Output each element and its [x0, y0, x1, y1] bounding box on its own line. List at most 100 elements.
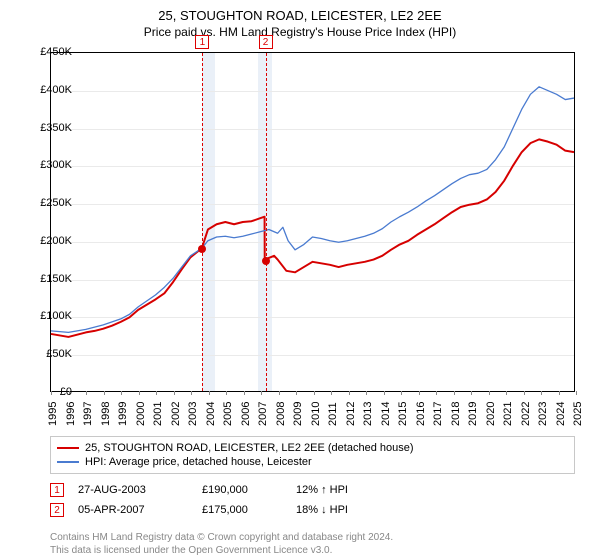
line-svg [51, 53, 574, 391]
x-tick [226, 391, 227, 395]
x-axis-label: 2021 [502, 402, 514, 426]
sale-marker: 2 [50, 503, 64, 517]
x-axis-label: 2016 [415, 402, 427, 426]
footer-line-1: Contains HM Land Registry data © Crown c… [50, 532, 575, 545]
event-marker-label: 2 [259, 35, 273, 49]
x-axis-label: 2018 [450, 402, 462, 426]
series-property [51, 139, 574, 337]
x-tick [349, 391, 350, 395]
legend-label: 25, STOUGHTON ROAD, LEICESTER, LE2 2EE (… [85, 442, 414, 454]
x-tick [384, 391, 385, 395]
x-tick [331, 391, 332, 395]
x-axis-label: 2024 [555, 402, 567, 426]
sale-hpi: 12% ↑ HPI [296, 484, 386, 496]
sale-row: 2 05-APR-2007 £175,000 18% ↓ HPI [50, 500, 575, 520]
legend-item: 25, STOUGHTON ROAD, LEICESTER, LE2 2EE (… [57, 441, 568, 455]
legend-swatch [57, 461, 79, 463]
x-axis-label: 2020 [485, 402, 497, 426]
x-axis-label: 2001 [152, 402, 164, 426]
sale-price: £175,000 [202, 504, 282, 516]
x-axis-label: 2017 [432, 402, 444, 426]
sale-marker: 1 [50, 483, 64, 497]
x-axis-label: 2007 [257, 402, 269, 426]
x-axis-label: 2005 [222, 402, 234, 426]
event-marker-label: 1 [195, 35, 209, 49]
x-tick [244, 391, 245, 395]
x-tick [489, 391, 490, 395]
x-tick [314, 391, 315, 395]
x-tick [454, 391, 455, 395]
x-tick [174, 391, 175, 395]
x-tick [524, 391, 525, 395]
x-axis-label: 2015 [397, 402, 409, 426]
chart-plot-area: 12 [50, 52, 575, 392]
x-axis-label: 2011 [327, 402, 339, 426]
x-axis-label: 1998 [100, 402, 112, 426]
legend-box: 25, STOUGHTON ROAD, LEICESTER, LE2 2EE (… [50, 436, 575, 474]
x-tick [419, 391, 420, 395]
x-axis-label: 2004 [205, 402, 217, 426]
x-axis-label: 2009 [292, 402, 304, 426]
x-tick [576, 391, 577, 395]
x-axis-label: 2000 [135, 402, 147, 426]
event-marker-line [266, 53, 267, 391]
y-axis-label: £250K [40, 197, 72, 209]
x-axis-label: 1996 [65, 402, 77, 426]
sale-dot [262, 257, 270, 265]
x-axis-label: 2019 [467, 402, 479, 426]
x-tick [156, 391, 157, 395]
legend-label: HPI: Average price, detached house, Leic… [85, 456, 312, 468]
sale-date: 05-APR-2007 [78, 504, 188, 516]
x-axis-label: 2013 [362, 402, 374, 426]
y-axis-label: £300K [40, 159, 72, 171]
x-tick [296, 391, 297, 395]
y-axis-label: £350K [40, 122, 72, 134]
x-tick [121, 391, 122, 395]
x-axis-label: 1999 [117, 402, 129, 426]
x-tick [209, 391, 210, 395]
y-axis-label: £200K [40, 235, 72, 247]
x-tick [401, 391, 402, 395]
sale-dot [198, 245, 206, 253]
x-tick [191, 391, 192, 395]
x-tick [86, 391, 87, 395]
y-axis-label: £0 [60, 386, 72, 398]
y-axis-label: £50K [46, 348, 72, 360]
x-tick [506, 391, 507, 395]
x-tick [366, 391, 367, 395]
y-axis-label: £450K [40, 46, 72, 58]
event-marker-line [202, 53, 203, 391]
x-axis-label: 2003 [187, 402, 199, 426]
x-axis-label: 2012 [345, 402, 357, 426]
y-axis-label: £100K [40, 310, 72, 322]
x-axis-label: 2008 [275, 402, 287, 426]
chart-subtitle: Price paid vs. HM Land Registry's House … [0, 25, 600, 39]
x-tick [104, 391, 105, 395]
sale-events: 1 27-AUG-2003 £190,000 12% ↑ HPI 2 05-APR-200… [50, 480, 575, 520]
legend-swatch [57, 447, 79, 449]
x-tick [559, 391, 560, 395]
footer-line-2: This data is licensed under the Open Gov… [50, 545, 575, 558]
x-axis-label: 1995 [47, 402, 59, 426]
x-axis-label: 2010 [310, 402, 322, 426]
x-tick [436, 391, 437, 395]
footer-attribution: Contains HM Land Registry data © Crown c… [50, 532, 575, 557]
sale-row: 1 27-AUG-2003 £190,000 12% ↑ HPI [50, 480, 575, 500]
x-axis-label: 2014 [380, 402, 392, 426]
x-tick [471, 391, 472, 395]
x-axis-label: 2025 [572, 402, 584, 426]
x-axis-label: 2023 [537, 402, 549, 426]
x-axis-label: 2022 [520, 402, 532, 426]
sale-hpi: 18% ↓ HPI [296, 504, 386, 516]
x-tick [51, 391, 52, 395]
x-axis-label: 2006 [240, 402, 252, 426]
sale-price: £190,000 [202, 484, 282, 496]
y-axis-label: £400K [40, 84, 72, 96]
x-axis-label: 2002 [170, 402, 182, 426]
x-tick [139, 391, 140, 395]
x-tick [541, 391, 542, 395]
sale-date: 27-AUG-2003 [78, 484, 188, 496]
x-tick [279, 391, 280, 395]
x-axis-label: 1997 [82, 402, 94, 426]
legend-item: HPI: Average price, detached house, Leic… [57, 455, 568, 469]
